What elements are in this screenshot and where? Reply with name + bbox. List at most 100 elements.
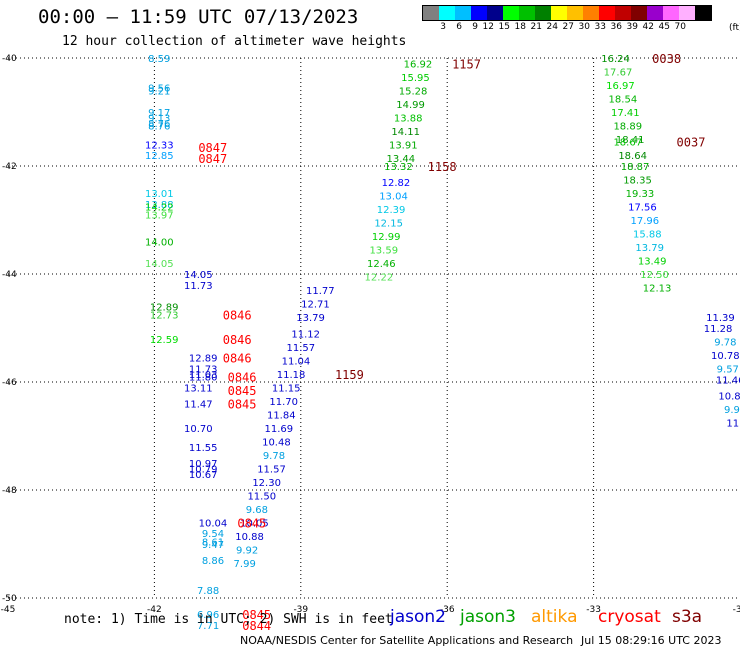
color-scale-unit: (ft) [729,23,740,33]
time-label: 1159 [335,368,364,382]
data-point-jason3: 14.05 [145,259,174,270]
data-point-jason3: 12.33 [145,140,174,151]
scale-swatch [615,6,631,20]
data-point-jason3: 17.96 [631,216,660,227]
y-tick-label: -48 [2,486,17,496]
time-label: 0038 [652,52,681,66]
data-point-jason2: 11.55 [189,443,218,454]
data-point-jason2: 11.77 [306,286,335,297]
data-point-jason3: 16.24 [601,54,630,65]
data-point-jason3: 18.67 [613,138,642,149]
data-point-jason3: 15.88 [633,230,662,241]
time-label: 0845 [237,516,266,530]
data-point-jason2: 11.28 [704,324,733,335]
data-point-jason2: 10.67 [189,470,218,481]
scale-swatch [471,6,487,20]
data-point-jason2: 7.99 [234,559,256,570]
data-point-jason2: 6.96 [197,610,219,621]
scale-swatch [519,6,535,20]
y-tick-label: -40 [2,54,17,64]
data-point-jason3: 13.88 [394,113,423,124]
data-point-jason2: 8.76 [148,122,170,133]
data-point-jason3: 12.99 [372,232,401,243]
generated-timestamp: Jul 15 08:29:16 UTC 2023 [581,634,722,647]
data-point-jason2: 10.04 [199,518,228,529]
data-point-jason3: 15.28 [399,86,428,97]
scale-swatch [631,6,647,20]
scale-tick-label: 6 [456,22,462,32]
data-point-jason3: 18.64 [618,151,647,162]
data-point-jason2: 11.73 [184,281,213,292]
data-point-jason3: 16.97 [606,81,635,92]
x-tick-label: -42 [147,605,162,615]
data-point-jason2: 9.17 [148,108,170,119]
data-point-jason2: 13.79 [296,313,325,324]
data-point-jason2: 11.04 [282,356,311,367]
data-point-jason2: 9.78 [263,451,285,462]
data-point-jason3: 13.04 [379,192,408,203]
data-point-jason2: 9.54 [202,529,224,540]
y-tick-label: -42 [2,162,17,172]
data-point-jason3: 16.92 [404,59,433,70]
time-label: 0844 [242,619,271,633]
data-point-jason3: 17.67 [604,68,633,79]
scale-tick-label: 15 [498,22,510,32]
satellite-legend-s3a: s3a [672,607,703,627]
data-point-jason2: 11.80 [189,373,218,384]
data-point-jason2: 11.03 [189,370,218,381]
data-point-jason2: 11.39 [706,313,735,324]
credit-line: NOAA/NESDIS Center for Satellite Applica… [240,634,574,647]
y-tick-label: -50 [2,594,17,604]
scale-swatch [567,6,583,20]
data-point-jason2: 9.47 [202,540,224,551]
scale-swatch [663,6,679,20]
data-point-jason2: 11.47 [184,400,213,411]
data-point-jason2: 9.78 [714,338,736,349]
data-point-jason2: 12.30 [252,478,281,489]
scale-swatch [535,6,551,20]
scale-tick-label: 45 [658,22,670,32]
data-point-jason2: 10.88 [235,532,264,543]
data-point-jason2: 9.21 [148,86,170,97]
data-point-jason3: 18.41 [616,135,645,146]
time-label: 0846 [223,352,252,366]
time-label: 1157 [452,57,481,71]
data-point-jason3: 14.11 [391,127,420,138]
time-label: 0847 [198,141,227,155]
data-point-jason2: 8.61 [202,537,224,548]
scale-tick-label: 12 [482,22,494,32]
data-point-jason2: 10.48 [262,437,291,448]
scale-tick-label: 18 [514,22,526,32]
time-label: 1158 [428,160,457,174]
data-point-jason3: 13.88 [145,200,174,211]
data-point-jason2: 8.59 [148,54,170,65]
data-point-jason3: 12.73 [150,311,179,322]
data-point-jason3: 14.00 [145,238,174,249]
data-point-jason3: 19.33 [626,189,655,200]
data-point-jason2: 11.46 [716,375,740,386]
data-point-jason3: 12.59 [150,335,179,346]
scale-swatch [487,6,503,20]
data-point-jason2: 11.15 [272,383,301,394]
data-point-jason2: 11.57 [257,464,286,475]
x-tick-label: -39 [293,605,308,615]
time-label: 0845 [228,398,257,412]
scale-tick-label: 33 [594,22,606,32]
scale-tick-label: 24 [546,22,558,32]
data-point-jason3: 12.85 [145,151,174,162]
data-point-jason3: 13.32 [384,162,413,173]
data-point-jason2: 7.71 [197,621,219,632]
data-point-jason2: 11.18 [277,370,306,381]
data-point-jason3: 12.89 [150,302,179,313]
data-point-jason2: 10.05 [240,518,269,529]
color-scale-swatches [422,5,712,21]
data-point-jason3: 17.56 [628,203,657,214]
data-point-jason3: 12.22 [365,273,394,284]
data-point-jason3: 13.49 [638,257,667,268]
data-point-jason3: 13.44 [387,154,416,165]
time-label: 0846 [228,371,257,385]
time-label: 0846 [223,333,252,347]
satellite-legend-jason2: jason2 [390,607,446,627]
scale-swatch [679,6,695,20]
data-point-jason3: 14.22 [145,203,174,214]
